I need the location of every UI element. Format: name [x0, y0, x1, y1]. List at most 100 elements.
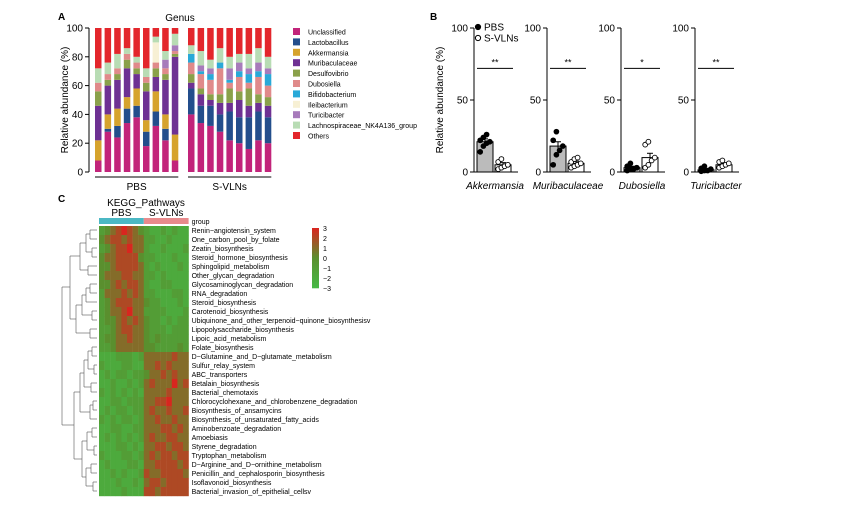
- scale-gradient-step: [312, 242, 319, 244]
- bar-segment-others: [197, 28, 205, 52]
- heatmap-cell: [132, 370, 139, 380]
- heatmap-cell: [99, 226, 105, 236]
- heatmap-cell: [143, 262, 150, 272]
- heatmap-cell: [143, 325, 150, 335]
- heatmap-cell: [183, 343, 189, 353]
- bar-segment-muribaculaceae: [207, 100, 214, 106]
- heatmap-cell: [171, 442, 178, 452]
- heatmap-cell: [177, 226, 184, 236]
- heatmap-cell: [171, 244, 178, 254]
- heatmap-cell: [143, 316, 150, 326]
- heatmap-cell: [127, 442, 133, 452]
- heatmap-cell: [138, 244, 144, 254]
- heatmap-cell: [166, 478, 172, 488]
- heatmap-cell: [132, 361, 139, 371]
- bar-segment-lachnospiraceae_nk4a136_group: [255, 48, 262, 63]
- bar-segment-muribaculaceae: [236, 100, 243, 118]
- heatmap-cell: [143, 334, 150, 344]
- heatmap-cell: [99, 370, 105, 380]
- heatmap-cell: [143, 433, 150, 443]
- heatmap-cell: [104, 442, 111, 452]
- heatmap-cell: [149, 451, 156, 461]
- legend-marker: [474, 23, 482, 31]
- heatmap-cell: [104, 262, 111, 272]
- heatmap-cell: [132, 442, 139, 452]
- heatmap-cell: [177, 451, 184, 461]
- bar-segment-desulfovibrio: [245, 88, 253, 106]
- category-label: Akkermansia: [465, 181, 524, 192]
- heatmap-cell: [149, 487, 156, 497]
- bar-segment-dubosiella: [123, 53, 131, 60]
- scale-tick-label: −2: [323, 276, 331, 283]
- heatmap-cell: [138, 235, 144, 245]
- heatmap-cell: [132, 469, 139, 479]
- heatmap-cell: [121, 226, 128, 236]
- category-label: Dubosiella: [619, 181, 666, 192]
- bar-segment-akkermansia: [95, 140, 102, 161]
- heatmap-cell: [127, 451, 133, 461]
- bar-segment-lachnospiraceae_nk4a136_group: [264, 56, 272, 69]
- heatmap-cell: [166, 469, 172, 479]
- heatmap-cell: [115, 343, 122, 353]
- heatmap-cell: [138, 433, 144, 443]
- heatmap-cell: [149, 262, 156, 272]
- heatmap-cell: [127, 271, 133, 281]
- bar-segment-lactobacillus: [104, 128, 112, 132]
- heatmap-cell: [160, 469, 167, 479]
- heatmap-cell: [115, 397, 122, 407]
- row-label: Aminobenzoate_degradation: [192, 426, 282, 433]
- heatmap-cell: [143, 280, 150, 290]
- bar-segment-unclassified: [123, 123, 131, 172]
- bar-segment-turicibacter: [197, 65, 205, 72]
- bar-segment-others: [188, 28, 195, 46]
- scale-gradient-step: [312, 263, 319, 265]
- heatmap-cell: [115, 352, 122, 362]
- row-label: Zeatin_biosynthesis: [192, 246, 254, 253]
- heatmap-cell: [183, 361, 189, 371]
- heatmap-cell: [143, 370, 150, 380]
- heatmap-cell: [177, 406, 184, 416]
- bar-segment-lactobacillus: [255, 111, 262, 141]
- data-point: [627, 160, 634, 167]
- bar-segment-muribaculaceae: [216, 102, 224, 115]
- heatmap-cell: [104, 424, 111, 434]
- row-label: Steroid_hormone_biosynthesis: [192, 255, 289, 262]
- heatmap-cell: [149, 379, 156, 389]
- scale-gradient-step: [312, 253, 319, 255]
- heatmap-cell: [149, 325, 156, 335]
- heatmap-cell: [143, 289, 150, 299]
- bar-segment-desulfovibrio: [114, 74, 121, 80]
- heatmap-cell: [166, 226, 172, 236]
- scale-gradient-step: [312, 258, 319, 260]
- heatmap-cell: [166, 298, 172, 308]
- heatmap-cell: [115, 244, 122, 254]
- heatmap-cell: [143, 487, 150, 497]
- heatmap-cell: [110, 388, 116, 398]
- bar-segment-bifidobacterium: [245, 74, 253, 83]
- bar-segment-lactobacillus: [152, 111, 160, 126]
- heatmap-cell: [132, 424, 139, 434]
- bar-segment-lachnospiraceae_nk4a136_group: [207, 59, 214, 69]
- heatmap-cell: [149, 334, 156, 344]
- heatmap-cell: [99, 316, 105, 326]
- heatmap-cell: [121, 397, 128, 407]
- heatmap-cell: [121, 343, 128, 353]
- heatmap-cell: [138, 415, 144, 425]
- heatmap-cell: [183, 379, 189, 389]
- heatmap-cell: [132, 325, 139, 335]
- subplot-muribaculaceae: 0 50 100 ** Muribaculaceae: [524, 24, 603, 193]
- bar-segment-others: [104, 28, 112, 63]
- bar-segment-lactobacillus: [216, 114, 224, 132]
- bar-segment-lachnospiraceae_nk4a136_group: [171, 33, 179, 46]
- row-label: Lipoic_acid_metabolism: [192, 336, 267, 343]
- heatmap-cell: [138, 478, 144, 488]
- heatmap-cell: [138, 424, 144, 434]
- bar-segment-akkermansia: [152, 91, 160, 112]
- heatmap-cell: [138, 253, 144, 263]
- heatmap-cell: [171, 334, 178, 344]
- heatmap-cell: [149, 235, 156, 245]
- heatmap-cell: [104, 226, 111, 236]
- heatmap-cell: [155, 352, 161, 362]
- heatmap-cell: [138, 397, 144, 407]
